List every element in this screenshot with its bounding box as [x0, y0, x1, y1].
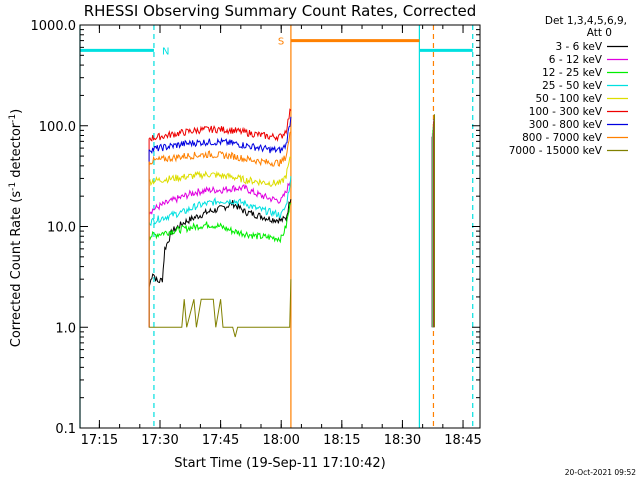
legend-header-line1: Det 1,3,4,5,6,9,	[545, 15, 627, 27]
footer-date: 20-Oct-2021 09:52	[565, 468, 636, 477]
series-50-100-kev-line	[148, 156, 291, 188]
y-axis-label-sup1: -1	[8, 182, 18, 191]
x-tick-label: 18:00	[262, 433, 299, 448]
series-12-25-kev-line	[148, 202, 291, 244]
series-7000-15000-kev-line	[149, 279, 292, 338]
series-100-300-kev-legend-label: 100 - 300 keV	[529, 106, 603, 118]
series-25-50-kev-legend-label: 25 - 50 keV	[542, 80, 603, 92]
series-3-6-kev-line	[148, 199, 292, 288]
y-tick-label: 1.0	[55, 321, 76, 336]
x-tick-label: 18:45	[444, 433, 481, 448]
series-300-800-kev-legend-label: 300 - 800 keV	[529, 119, 603, 131]
series-100-300-kev-line	[148, 108, 292, 143]
series-800-7000-kev-line	[148, 131, 292, 167]
x-tick-label: 17:30	[141, 433, 178, 448]
plot-frame	[79, 24, 481, 429]
series-25-50-kev-line	[148, 176, 292, 226]
series-7000-15000-kev-legend-label: 7000 - 15000 keV	[509, 145, 603, 157]
x-axis-label: Start Time (19-Sep-11 17:10:42)	[174, 456, 385, 471]
series-300-800-kev-line	[148, 116, 292, 154]
y-axis-label-mid: detector	[9, 122, 24, 182]
y-axis-label: Corrected Count Rate (s-1 detector-1)	[8, 109, 24, 347]
series-12-25-kev-legend-label: 12 - 25 keV	[542, 67, 603, 79]
legend-header-line2: Att 0	[587, 27, 612, 39]
y-axis-label-main: Corrected Count Rate (s	[9, 191, 24, 348]
y-axis-label-sup2: -1	[8, 114, 18, 123]
series-50-100-kev-legend-label: 50 - 100 keV	[535, 93, 602, 105]
y-tick-label: 100.0	[39, 120, 76, 135]
axes-ticks: 17:15 17:30 17:45 18:00 18:15 18:30 18:45 1000.…	[31, 19, 482, 448]
y-tick-label: 10.0	[47, 221, 76, 236]
x-tick-label: 18:30	[384, 433, 421, 448]
y-axis-label-end: )	[9, 109, 24, 114]
series-6-12-kev-legend-label: 6 - 12 keV	[549, 54, 603, 66]
series-6-12-kev-line	[148, 180, 292, 215]
series-800-7000-kev-legend-label: 800 - 7000 keV	[522, 132, 603, 144]
night-label: N	[162, 46, 169, 57]
plot-area: NS	[79, 25, 474, 428]
y-tick-label: 1000.0	[31, 19, 77, 34]
x-tick-label: 17:45	[202, 433, 239, 448]
y-tick-label: 0.1	[55, 422, 76, 437]
saa-label: S	[278, 37, 284, 48]
chart-title: RHESSI Observing Summary Count Rates, Co…	[84, 2, 477, 20]
x-tick-label: 17:15	[81, 433, 118, 448]
series-3-6-kev-legend-label: 3 - 6 keV	[555, 41, 602, 53]
x-tick-label: 18:15	[323, 433, 360, 448]
